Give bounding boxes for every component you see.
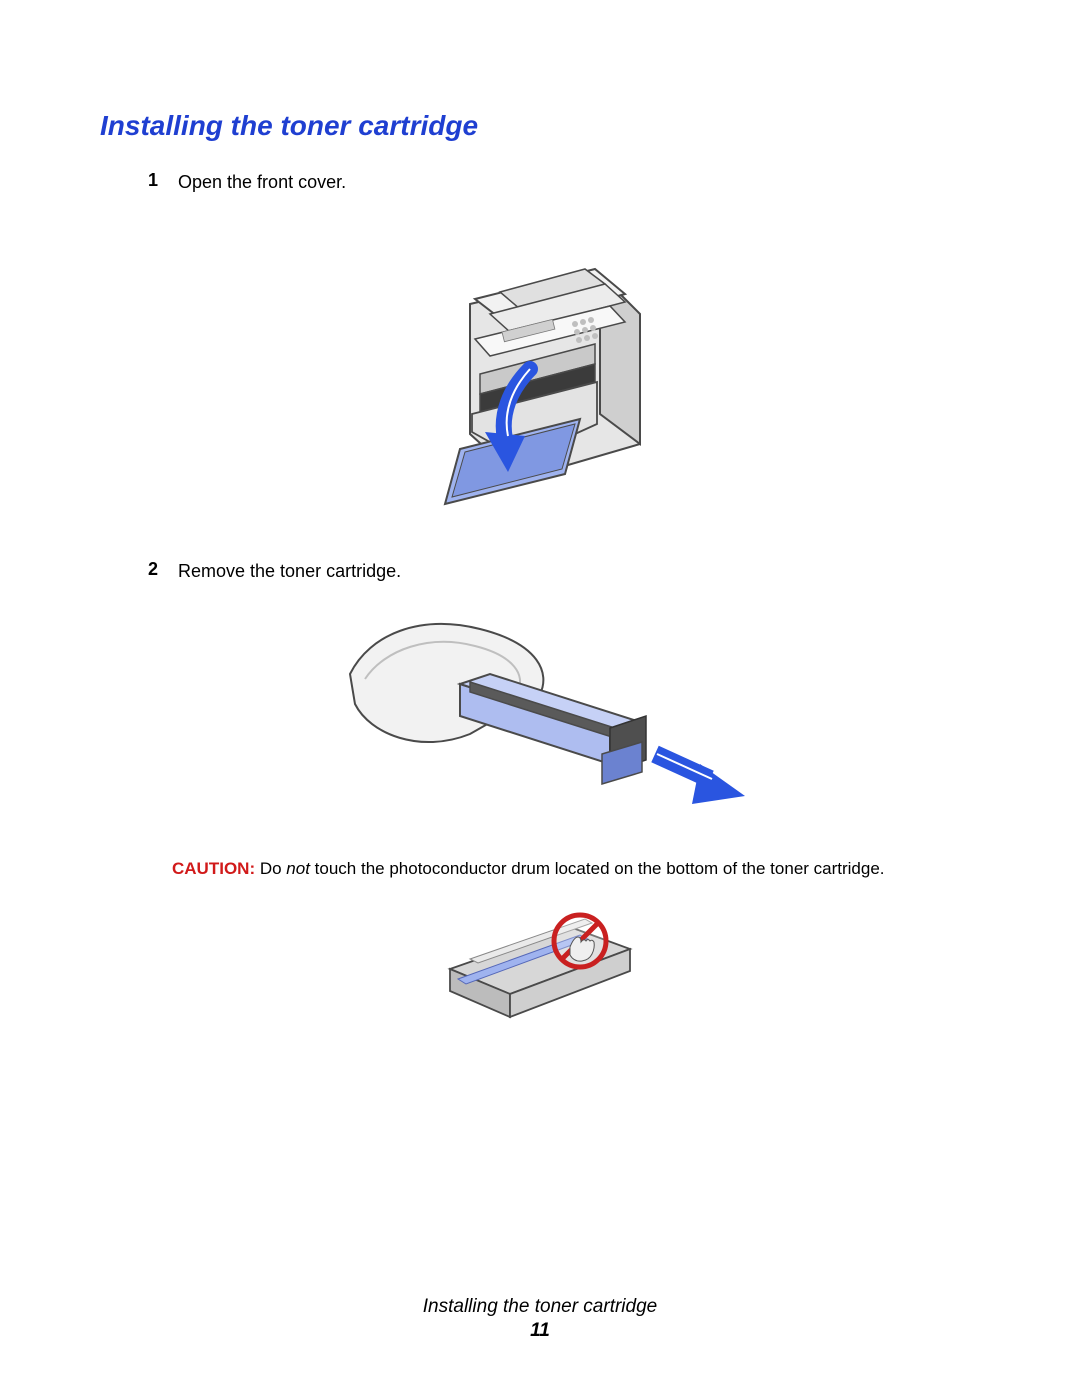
page-footer: Installing the toner cartridge 11 — [0, 1296, 1080, 1342]
remove-arrow-icon — [655, 754, 745, 804]
prohibit-icon — [554, 915, 606, 967]
footer-page-number: 11 — [0, 1320, 1080, 1342]
step-2: 2 Remove the toner cartridge. — [148, 559, 980, 583]
caution-text: CAUTION: Do not touch the photoconductor… — [172, 859, 960, 879]
step-2-number: 2 — [148, 559, 168, 580]
figure-cartridge-no-touch — [100, 899, 980, 1034]
step-1-text: Open the front cover. — [178, 170, 346, 194]
figure-cartridge-unpack — [100, 604, 980, 819]
caution-emphasis: not — [286, 859, 310, 878]
caution-rest: touch the photoconductor drum located on… — [310, 859, 885, 878]
section-title: Installing the toner cartridge — [100, 110, 980, 142]
caution-label: CAUTION: — [172, 859, 255, 878]
caution-lead: Do — [255, 859, 286, 878]
step-1: 1 Open the front cover. — [148, 170, 980, 194]
step-1-number: 1 — [148, 170, 168, 191]
footer-title: Installing the toner cartridge — [0, 1296, 1080, 1318]
figure-printer-open-cover — [100, 214, 980, 519]
step-2-text: Remove the toner cartridge. — [178, 559, 401, 583]
